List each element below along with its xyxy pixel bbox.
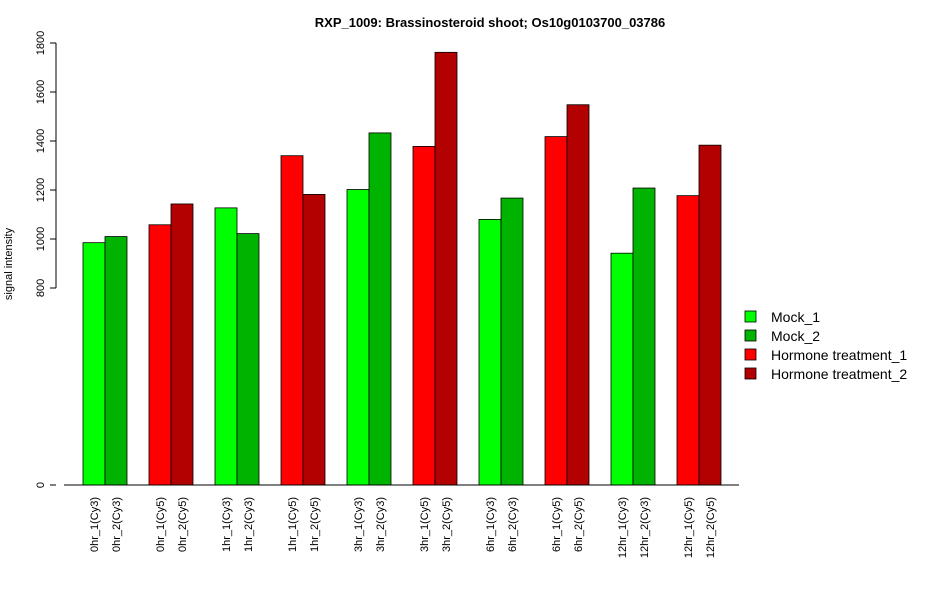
bar: [478, 218, 502, 486]
x-tick-label: 12hr_2(Cy5): [705, 497, 717, 558]
legend-swatch: [744, 329, 757, 342]
x-tick-label: 6hr_2(Cy3): [507, 497, 519, 552]
bar: [566, 104, 590, 486]
y-tick-label: 1000: [35, 227, 47, 251]
y-axis: 0 800 1000 1200 1400 1600 1800: [35, 31, 57, 488]
x-tick-label: 3hr_2(Cy5): [441, 497, 453, 552]
bar: [368, 132, 392, 486]
bar: [412, 145, 436, 486]
bar: [302, 194, 326, 486]
legend-swatch: [744, 348, 757, 361]
bar: [676, 195, 700, 486]
bar: [698, 144, 722, 486]
y-tick-label: 800: [35, 279, 47, 297]
x-tick-label: 12hr_1(Cy5): [683, 497, 695, 558]
x-tick-label: 1hr_1(Cy3): [221, 497, 233, 552]
y-tick-label: 1200: [35, 178, 47, 202]
legend-swatch: [744, 310, 757, 323]
x-tick-label: 6hr_2(Cy5): [573, 497, 585, 552]
x-tick-label: 0hr_2(Cy5): [177, 497, 189, 552]
legend-label: Hormone treatment_2: [771, 366, 907, 382]
bar: [610, 252, 634, 486]
bar: [214, 207, 238, 486]
bar: [632, 187, 656, 486]
legend-label: Mock_1: [771, 309, 820, 325]
x-tick-label: 12hr_1(Cy3): [617, 497, 629, 558]
bar: [280, 155, 304, 486]
x-tick-label: 0hr_2(Cy3): [111, 497, 123, 552]
bar: [148, 224, 172, 486]
x-tick-label: 0hr_1(Cy5): [155, 497, 167, 552]
x-tick-label: 1hr_1(Cy5): [287, 497, 299, 552]
x-tick-label: 3hr_1(Cy5): [419, 497, 431, 552]
bar: [346, 189, 370, 486]
y-axis-label: signal intensity: [3, 227, 15, 300]
x-tick-label: 1hr_2(Cy3): [243, 497, 255, 552]
chart-title: RXP_1009: Brassinosteroid shoot; Os10g01…: [315, 15, 665, 30]
legend-swatch: [744, 367, 757, 380]
y-tick-label: 1400: [35, 129, 47, 153]
legend-label: Mock_2: [771, 328, 820, 344]
legend: Mock_1 Mock_2 Hormone treatment_1 Hormone t…: [744, 309, 907, 382]
x-tick-label: 1hr_2(Cy5): [309, 497, 321, 552]
y-tick-label: 1800: [35, 31, 47, 55]
bar: [434, 51, 458, 486]
x-tick-label: 12hr_2(Cy3): [639, 497, 651, 558]
bar: [500, 197, 524, 486]
bars-group: [82, 51, 722, 486]
bar: [170, 203, 194, 486]
x-tick-label: 6hr_1(Cy5): [551, 497, 563, 552]
x-tick-label: 3hr_2(Cy3): [375, 497, 387, 552]
x-tick-label: 0hr_1(Cy3): [89, 497, 101, 552]
y-tick-label: 0: [35, 482, 47, 488]
bar: [82, 242, 106, 486]
bar: [544, 136, 568, 486]
legend-label: Hormone treatment_1: [771, 347, 907, 363]
y-tick-label: 1600: [35, 80, 47, 104]
bar: [236, 233, 260, 486]
x-tick-label: 6hr_1(Cy3): [485, 497, 497, 552]
x-tick-labels: 0hr_1(Cy3) 0hr_2(Cy3) 0hr_1(Cy5) 0hr_2(Cy5)…: [89, 497, 717, 558]
bar: [104, 236, 128, 486]
x-tick-label: 3hr_1(Cy3): [353, 497, 365, 552]
